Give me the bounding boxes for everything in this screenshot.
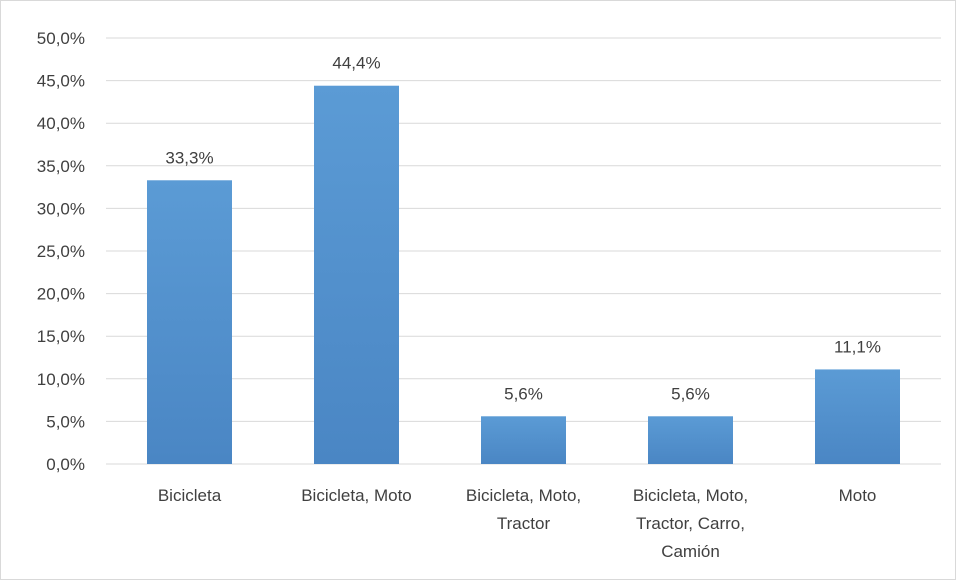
bars — [147, 85, 900, 464]
y-axis: 0,0% 5,0% 10,0% 15,0% 20,0% 25,0% 30,0% 35,0% 40… — [37, 29, 85, 474]
bar — [815, 369, 900, 464]
data-label: 44,4% — [332, 54, 380, 73]
data-label: 11,1% — [834, 337, 881, 356]
bar — [147, 180, 232, 464]
y-tick-label: 5,0% — [46, 412, 85, 431]
x-tick-label: Bicicleta, Moto, Tractor, Carro, Camión — [633, 486, 748, 561]
y-tick-label: 10,0% — [37, 370, 85, 389]
x-tick-label: Moto — [839, 486, 877, 505]
y-tick-label: 45,0% — [37, 72, 85, 91]
y-tick-label: 0,0% — [46, 455, 85, 474]
y-tick-label: 40,0% — [37, 114, 85, 133]
y-tick-label: 20,0% — [37, 285, 85, 304]
data-label: 5,6% — [504, 384, 543, 403]
data-label: 5,6% — [671, 384, 710, 403]
y-tick-label: 25,0% — [37, 242, 85, 261]
y-tick-label: 15,0% — [37, 327, 85, 346]
y-tick-label: 35,0% — [37, 157, 85, 176]
y-tick-label: 30,0% — [37, 199, 85, 218]
bar — [481, 416, 566, 464]
gridlines — [106, 37, 941, 465]
data-label: 33,3% — [165, 148, 213, 167]
bar — [314, 85, 399, 464]
x-tick-label: Bicicleta, Moto — [301, 486, 412, 505]
x-axis: Bicicleta Bicicleta, Moto Bicicleta, Moto,… — [158, 486, 877, 561]
y-tick-label: 50,0% — [37, 29, 85, 48]
data-labels: 33,3% 44,4% 5,6% 5,6% 11,1% — [165, 54, 881, 404]
bar — [648, 416, 733, 464]
x-tick-label: Bicicleta, Moto, Tractor — [466, 486, 581, 533]
x-tick-label: Bicicleta — [158, 486, 222, 505]
